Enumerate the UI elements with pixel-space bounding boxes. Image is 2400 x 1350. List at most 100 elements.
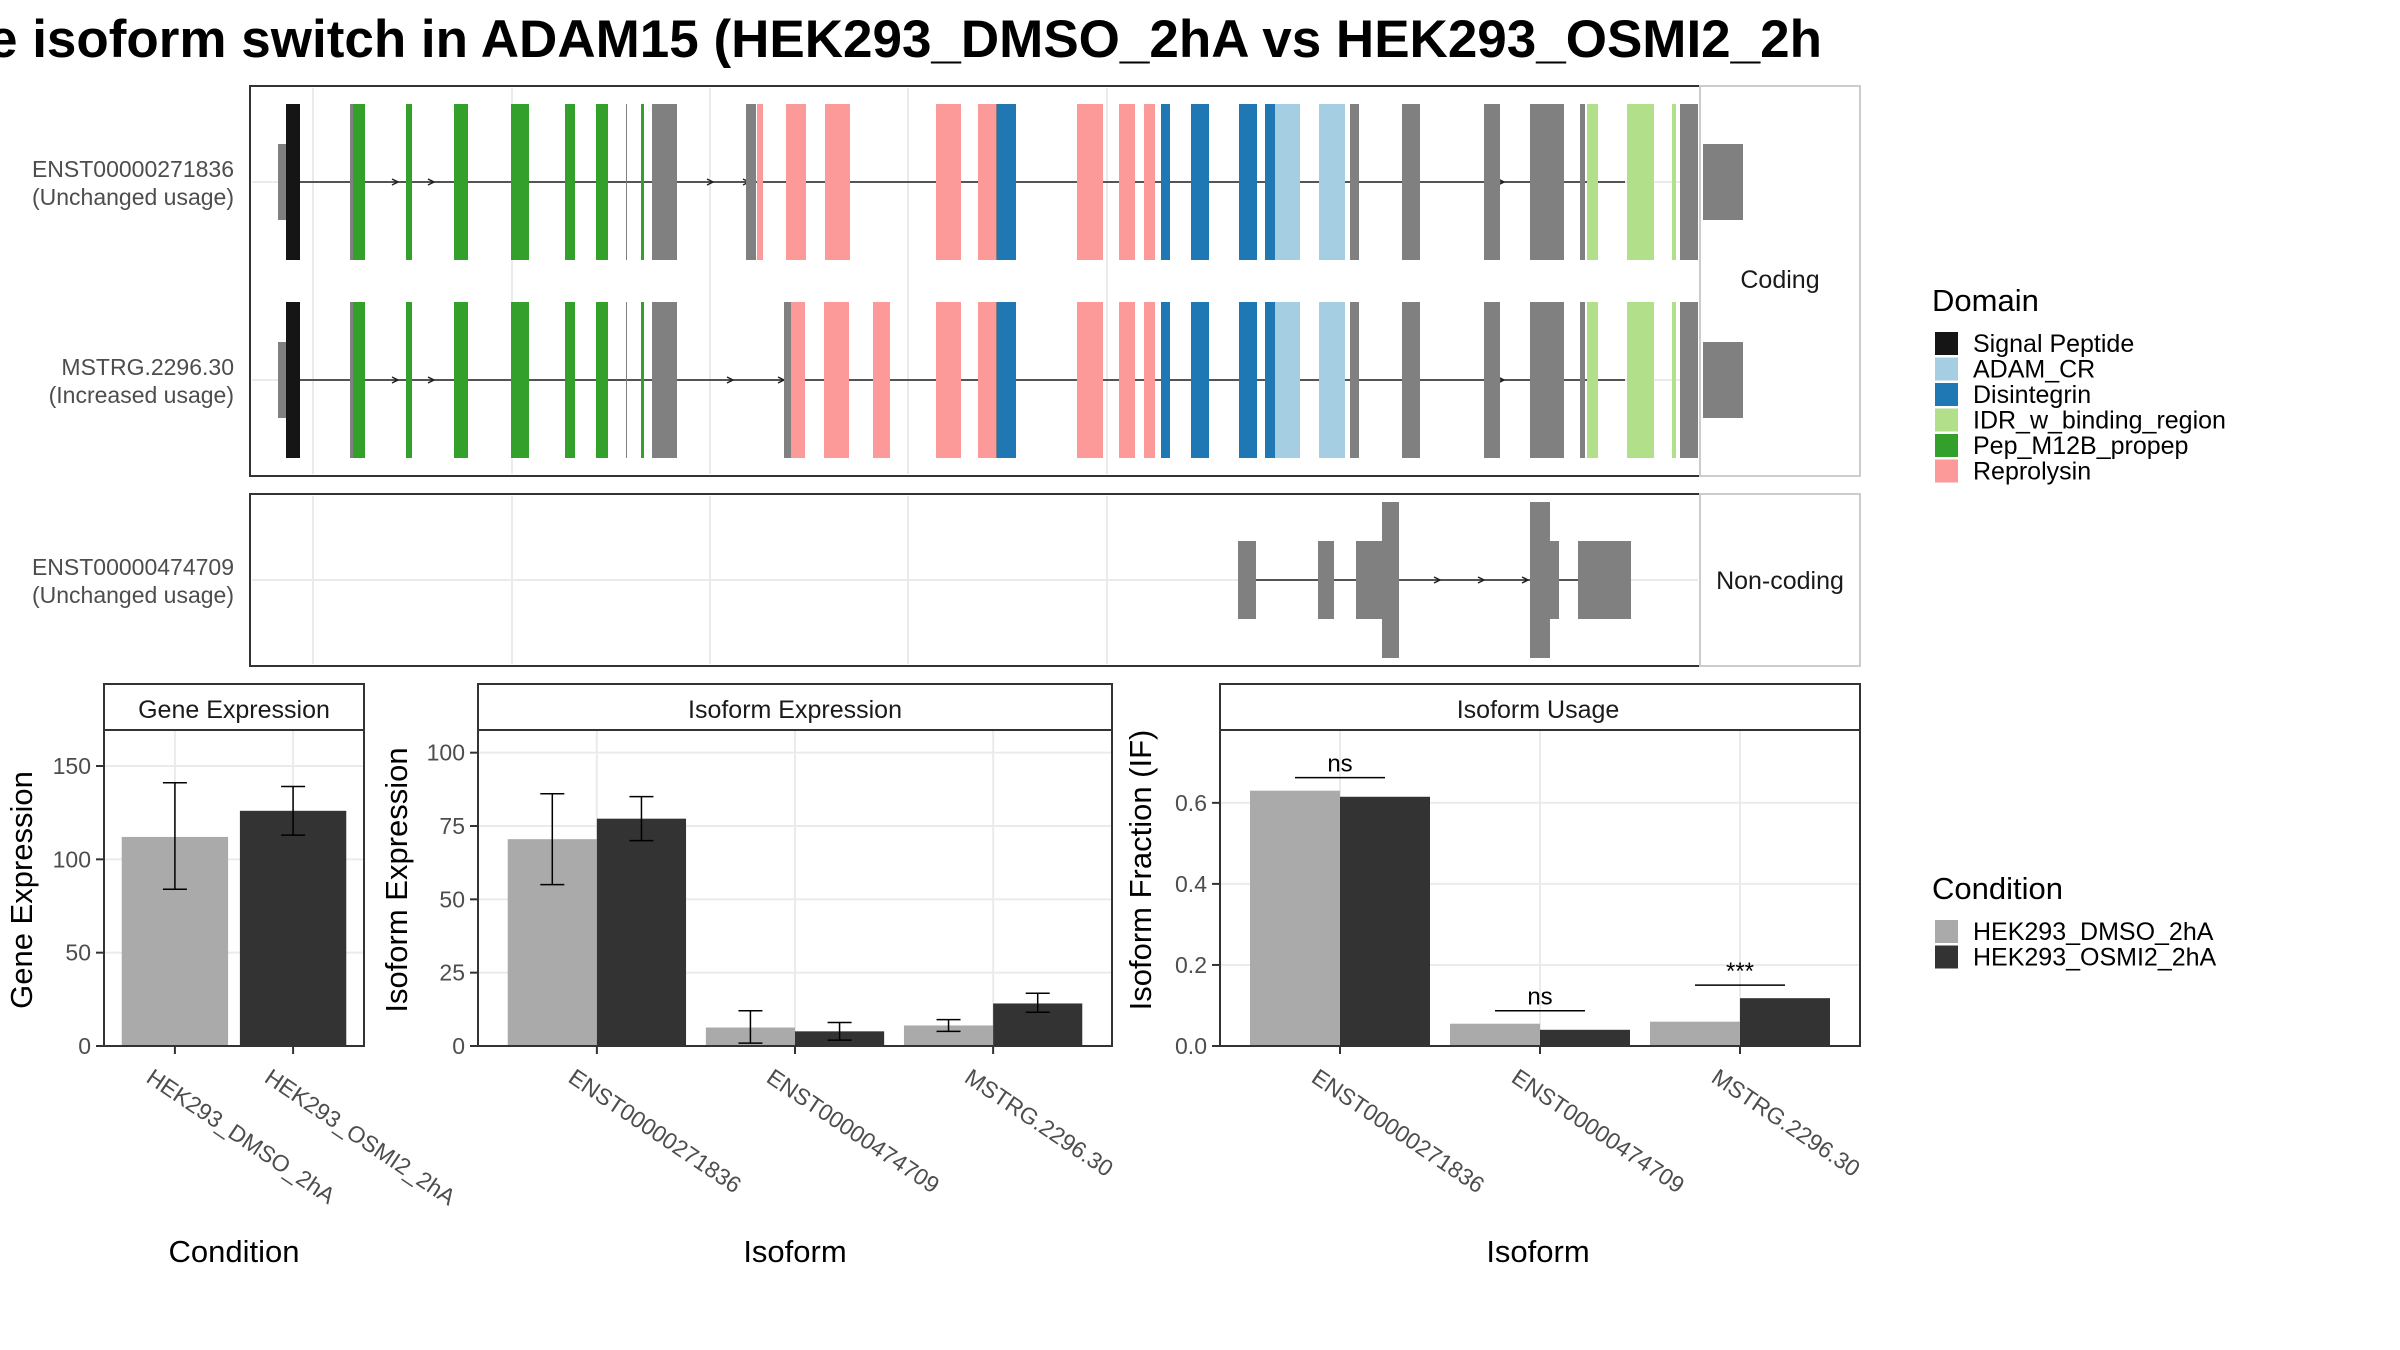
exon-block — [596, 104, 608, 260]
exon-block — [353, 302, 365, 458]
gene-expression-panel: Gene Expression Condition Gene Expressio… — [4, 683, 461, 1269]
coding-panel-frame — [249, 85, 1701, 477]
bar — [903, 1025, 994, 1046]
panel-frame — [1219, 729, 1861, 1047]
error-bar — [738, 1010, 763, 1044]
exon-block — [1382, 502, 1399, 658]
y-tick-label: 100 — [427, 740, 465, 766]
exon-block — [1239, 104, 1257, 260]
error-bar — [540, 792, 565, 886]
exon-block — [1239, 302, 1257, 458]
exon-block — [1530, 302, 1564, 458]
bar — [1740, 998, 1830, 1046]
track-label-usage: (Unchanged usage) — [32, 582, 234, 608]
exon-block — [286, 302, 300, 458]
x-tick-label: ENST00000474709 — [762, 1064, 944, 1199]
exon-block — [1402, 104, 1420, 260]
exon-block — [1484, 302, 1500, 458]
y-tick-label: 50 — [439, 886, 465, 912]
domain-legend-title: Domain — [1932, 283, 2039, 318]
exon-block — [978, 104, 996, 260]
y-tick-label: 75 — [439, 813, 465, 839]
x-tick-label: ENST00000271836 — [564, 1064, 746, 1199]
exon-block — [997, 104, 1016, 260]
x-tick-label: HEK293_DMSO_2hA — [142, 1064, 340, 1210]
exon-block — [511, 302, 529, 458]
exon-block — [1144, 302, 1155, 458]
y-tick-label: 25 — [439, 960, 465, 986]
exon-block — [1680, 104, 1693, 260]
exon-block — [1402, 302, 1420, 458]
domain-legend-label: IDR_w_binding_region — [1973, 407, 2226, 435]
y-tick-label: 0.4 — [1175, 871, 1207, 897]
exon-block — [406, 302, 412, 458]
exon-block — [1265, 302, 1275, 458]
domain-legend-label: Signal Peptide — [1973, 330, 2134, 358]
utr-block — [278, 342, 287, 418]
domain-legend-key — [1935, 332, 1958, 355]
exon-block — [825, 104, 850, 260]
noncoding-strip — [1699, 493, 1861, 667]
y-tick-label: 0 — [78, 1033, 91, 1059]
exon-block — [1672, 104, 1676, 260]
exon-block — [997, 302, 1016, 458]
domain-legend-label: ADAM_CR — [1973, 356, 2095, 384]
exon-block — [1580, 302, 1585, 458]
exon-block — [996, 302, 997, 458]
error-bar — [629, 795, 654, 842]
panel-title: Isoform Expression — [688, 696, 902, 724]
x-axis-title: Isoform — [743, 1234, 846, 1269]
condition-legend-label: HEK293_OSMI2_2hA — [1973, 944, 2217, 972]
exon-block — [1161, 104, 1170, 260]
y-tick-label: 100 — [53, 846, 91, 872]
isoform-expression-panel: Isoform Expression Isoform Isoform Expre… — [379, 683, 1118, 1269]
strand-arrow — [427, 376, 436, 384]
bar — [1540, 1029, 1630, 1046]
exon-block — [1319, 302, 1345, 458]
exon-block — [454, 104, 468, 260]
strand-arrow — [1477, 576, 1486, 584]
transcript-structure-panel: Coding Non-coding ENST00000271836 (Uncha… — [32, 85, 1861, 667]
strand-arrow — [1433, 576, 1442, 584]
y-tick-label: 0.2 — [1175, 952, 1207, 978]
strand-arrow — [1521, 576, 1530, 584]
exon-block — [1275, 104, 1300, 260]
exon-block — [1587, 104, 1598, 260]
y-tick-label: 0 — [452, 1033, 465, 1059]
coding-strip-label: Coding — [1740, 266, 1819, 294]
strand-arrow — [706, 178, 715, 186]
exon-block — [1693, 302, 1698, 458]
error-bar — [281, 785, 306, 836]
exon-block — [353, 104, 365, 260]
exon-block — [786, 104, 806, 260]
exon-block — [1077, 104, 1103, 260]
condition-legend-key — [1935, 920, 1958, 943]
exon-block — [1161, 302, 1170, 458]
exon-block — [1530, 502, 1550, 658]
exon-block — [626, 104, 627, 260]
exon-block — [565, 104, 575, 260]
bar — [1450, 1023, 1540, 1046]
significance-label: ns — [1327, 751, 1352, 778]
exon-block — [936, 104, 961, 260]
exon-block — [350, 302, 353, 458]
exon-block — [978, 302, 996, 458]
strand-arrow — [427, 178, 436, 186]
exon-block — [1350, 104, 1359, 260]
isoform-usage-panel: Isoform Usage Isoform Isoform Fraction (… — [1123, 683, 1865, 1269]
utr-block — [1703, 144, 1743, 220]
panel-frame — [477, 729, 1113, 1047]
condition-legend-title: Condition — [1932, 871, 2063, 906]
exon-block — [746, 104, 756, 260]
bar — [1340, 796, 1430, 1046]
condition-legend: Condition HEK293_DMSO_2hAHEK293_OSMI2_2h… — [1932, 871, 2217, 972]
track-label-name: ENST00000271836 — [32, 156, 234, 182]
bar — [1650, 1021, 1740, 1046]
bar — [596, 818, 687, 1046]
exon-block — [350, 104, 353, 260]
exon-block — [1119, 104, 1135, 260]
exon-block — [1191, 302, 1209, 458]
exon-block — [1672, 302, 1676, 458]
track-label-name: ENST00000474709 — [32, 554, 234, 580]
figure-title: e isoform switch in ADAM15 (HEK293_DMSO_… — [0, 10, 1822, 69]
